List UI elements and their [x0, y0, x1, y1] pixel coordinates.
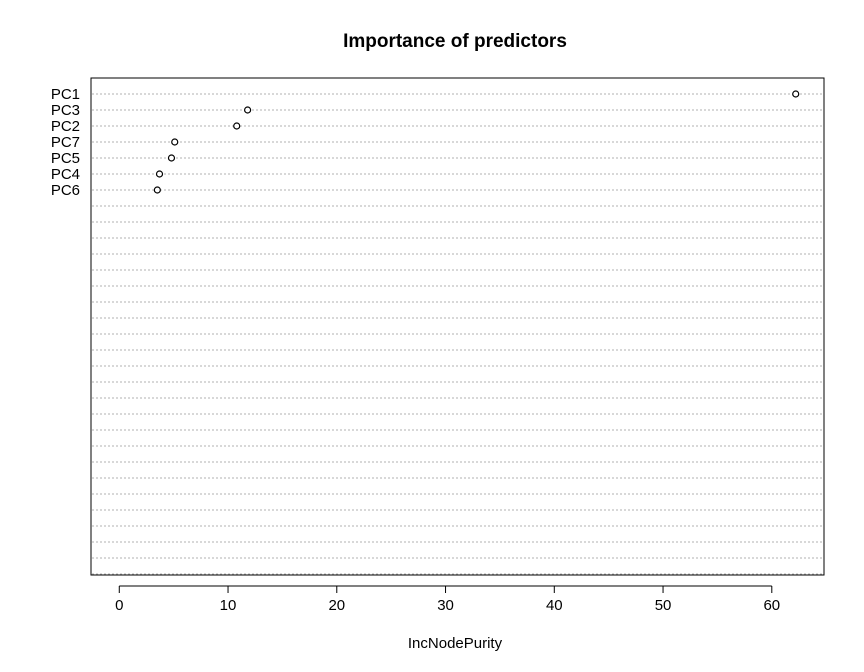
category-label: PC2: [51, 118, 80, 135]
chart-title: Importance of predictors: [343, 31, 567, 52]
data-points: [153, 90, 800, 194]
x-tick-label: 20: [328, 597, 345, 614]
data-point: [244, 106, 252, 114]
data-point: [167, 154, 176, 162]
data-point: [171, 138, 179, 146]
data-point: [153, 186, 161, 194]
data-point: [792, 90, 800, 98]
x-tick-label: 30: [437, 597, 454, 614]
category-label: PC3: [51, 102, 80, 119]
x-axis-label: IncNodePurity: [408, 635, 503, 652]
category-label: PC1: [51, 86, 80, 103]
x-tick-label: 40: [546, 597, 563, 614]
category-label: PC4: [51, 166, 80, 183]
grid-lines: [92, 93, 823, 575]
data-point: [155, 170, 164, 178]
category-label: PC7: [51, 134, 80, 151]
category-label: PC6: [51, 182, 80, 199]
plot-frame: [90, 77, 825, 576]
x-tick-label: 50: [655, 597, 672, 614]
x-axis: 0 10 20 30 40 50 60: [115, 585, 780, 614]
category-label: PC5: [51, 150, 80, 167]
x-tick-label: 60: [763, 597, 780, 614]
data-point: [233, 122, 241, 130]
x-tick-label: 0: [115, 597, 123, 614]
x-tick-label: 10: [220, 597, 237, 614]
